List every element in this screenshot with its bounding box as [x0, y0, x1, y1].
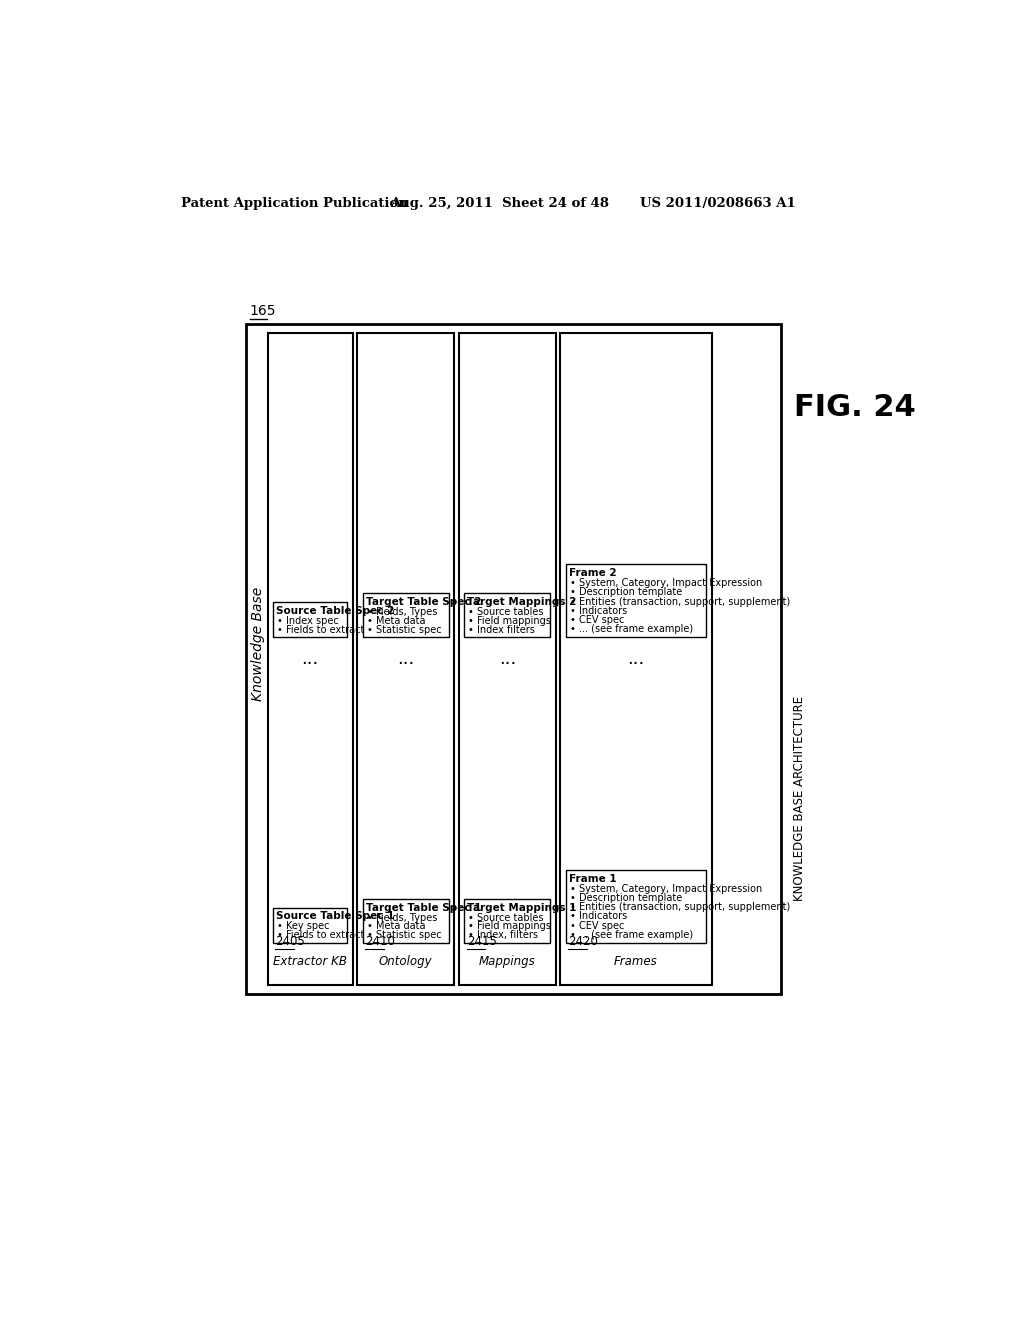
Text: Ontology: Ontology: [379, 954, 433, 968]
Text: ...: ...: [628, 649, 645, 668]
Text: • CEV spec: • CEV spec: [569, 615, 624, 624]
Text: • Index, filters: • Index, filters: [468, 931, 539, 940]
Text: Target Mappings 2: Target Mappings 2: [467, 597, 577, 607]
Text: • System, Category, Impact Expression: • System, Category, Impact Expression: [569, 884, 762, 894]
Text: ...: ...: [499, 649, 516, 668]
Text: Frames: Frames: [614, 954, 657, 968]
Text: Target Table Spec 1: Target Table Spec 1: [366, 903, 481, 912]
Text: • Description template: • Description template: [569, 892, 682, 903]
Text: 2410: 2410: [366, 935, 395, 948]
FancyBboxPatch shape: [362, 899, 449, 942]
Text: • Meta data: • Meta data: [367, 921, 425, 932]
Text: • Source tables: • Source tables: [468, 912, 544, 923]
Text: • Entities (transaction, support, supplement): • Entities (transaction, support, supple…: [569, 597, 790, 606]
FancyBboxPatch shape: [357, 333, 455, 985]
Text: • Index filters: • Index filters: [468, 624, 536, 635]
Text: • CEV spec: • CEV spec: [569, 921, 624, 931]
Text: • Indicators: • Indicators: [569, 911, 627, 921]
Text: • Field mappings: • Field mappings: [468, 921, 551, 932]
FancyBboxPatch shape: [246, 323, 780, 994]
FancyBboxPatch shape: [273, 908, 347, 942]
FancyBboxPatch shape: [459, 333, 556, 985]
FancyBboxPatch shape: [464, 593, 550, 638]
Text: 2405: 2405: [275, 935, 305, 948]
FancyBboxPatch shape: [560, 333, 712, 985]
FancyBboxPatch shape: [267, 333, 352, 985]
Text: Extractor KB: Extractor KB: [273, 954, 347, 968]
Text: Frame 2: Frame 2: [569, 568, 616, 578]
Text: • Source tables: • Source tables: [468, 607, 544, 616]
Text: ...: ...: [397, 649, 415, 668]
Text: • Fields, Types: • Fields, Types: [367, 607, 437, 616]
Text: • Statistic spec: • Statistic spec: [367, 931, 441, 940]
Text: ...: ...: [301, 649, 318, 668]
Text: Knowledge Base: Knowledge Base: [251, 586, 265, 701]
Text: • Indicators: • Indicators: [569, 606, 627, 615]
Text: • Key spec: • Key spec: [276, 921, 330, 932]
FancyBboxPatch shape: [273, 602, 347, 638]
Text: Source Table Spec 2: Source Table Spec 2: [276, 606, 394, 615]
FancyBboxPatch shape: [566, 564, 707, 638]
Text: US 2011/0208663 A1: US 2011/0208663 A1: [640, 197, 796, 210]
Text: • ... (see frame example): • ... (see frame example): [569, 624, 693, 634]
FancyBboxPatch shape: [362, 593, 449, 638]
Text: • Description template: • Description template: [569, 587, 682, 597]
Text: Patent Application Publication: Patent Application Publication: [180, 197, 408, 210]
Text: 2420: 2420: [568, 935, 598, 948]
Text: Target Table Spec 2: Target Table Spec 2: [366, 597, 481, 607]
Text: • Entities (transaction, support, supplement): • Entities (transaction, support, supple…: [569, 903, 790, 912]
Text: Aug. 25, 2011  Sheet 24 of 48: Aug. 25, 2011 Sheet 24 of 48: [390, 197, 609, 210]
Text: Mappings: Mappings: [479, 954, 536, 968]
Text: • Field mappings: • Field mappings: [468, 615, 551, 626]
Text: • Fields to extract: • Fields to extract: [276, 931, 365, 940]
Text: 2415: 2415: [467, 935, 497, 948]
Text: • Fields to extract: • Fields to extract: [276, 624, 365, 635]
FancyBboxPatch shape: [566, 870, 707, 942]
Text: • Index spec: • Index spec: [276, 615, 339, 626]
Text: Source Table Spec 1: Source Table Spec 1: [276, 911, 394, 921]
FancyBboxPatch shape: [464, 899, 550, 942]
Text: • Fields, Types: • Fields, Types: [367, 912, 437, 923]
Text: • System, Category, Impact Expression: • System, Category, Impact Expression: [569, 578, 762, 587]
Text: • Meta data: • Meta data: [367, 615, 425, 626]
Text: FIG. 24: FIG. 24: [795, 393, 916, 422]
Text: • ... (see frame example): • ... (see frame example): [569, 929, 693, 940]
Text: Frame 1: Frame 1: [569, 874, 616, 883]
Text: KNOWLEDGE BASE ARCHITECTURE: KNOWLEDGE BASE ARCHITECTURE: [793, 697, 806, 902]
Text: 165: 165: [250, 304, 276, 318]
Text: • Statistic spec: • Statistic spec: [367, 624, 441, 635]
Text: Target Mappings 1: Target Mappings 1: [467, 903, 577, 912]
